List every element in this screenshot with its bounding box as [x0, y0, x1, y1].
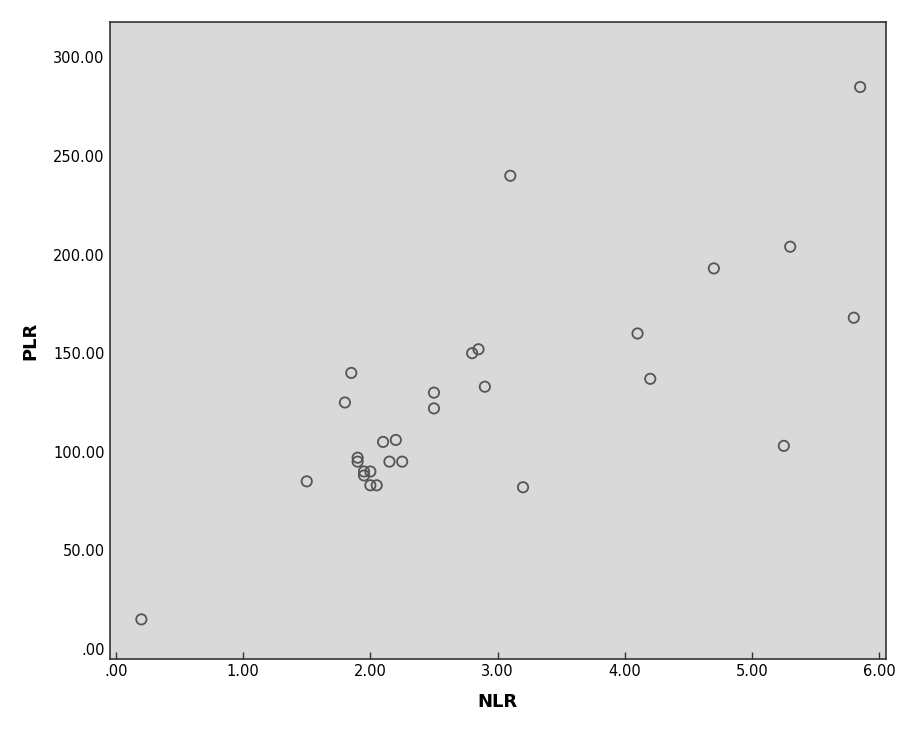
Point [370, 479, 384, 491]
Point [846, 312, 861, 324]
Point [707, 263, 721, 274]
Point [465, 348, 479, 359]
Point [383, 456, 397, 468]
Point [471, 343, 486, 355]
Point [426, 403, 441, 414]
Point [389, 434, 404, 446]
Point [338, 397, 352, 408]
Point [643, 373, 657, 385]
Point [363, 479, 378, 491]
Point [299, 476, 314, 488]
X-axis label: NLR: NLR [477, 692, 518, 711]
Point [351, 456, 365, 468]
Point [376, 436, 391, 448]
Point [363, 466, 378, 477]
Point [477, 381, 492, 392]
Point [777, 440, 792, 452]
Point [134, 613, 149, 625]
Point [630, 328, 645, 340]
Point [357, 466, 372, 477]
Point [394, 456, 409, 468]
Point [503, 170, 518, 182]
Point [351, 452, 365, 463]
Y-axis label: PLR: PLR [21, 321, 39, 359]
Point [344, 367, 359, 378]
Point [426, 386, 441, 398]
Point [782, 241, 797, 253]
Point [357, 470, 372, 482]
Point [853, 81, 867, 93]
Point [516, 482, 530, 493]
